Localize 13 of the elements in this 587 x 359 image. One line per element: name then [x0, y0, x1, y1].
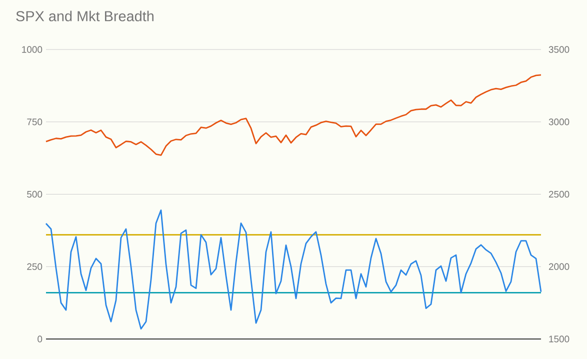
- y2-tick-label: 3000: [548, 118, 570, 126]
- y2-tick-label: 1500: [549, 336, 570, 342]
- line-series: [45, 74, 542, 156]
- chart-title: SPX and Mkt Breadth: [16, 10, 154, 22]
- y2-tick-label: 2500: [548, 190, 570, 198]
- y-tick-label: 250: [27, 263, 42, 270]
- y-tick-label: 0: [38, 336, 42, 342]
- y2-tick-label: 2000: [548, 263, 570, 270]
- y-tick-label: 750: [27, 118, 42, 126]
- line-series: [45, 209, 542, 330]
- y2-tick-label: 3500: [548, 46, 570, 53]
- y-tick-label: 500: [27, 190, 42, 198]
- y-tick-label: 1000: [22, 46, 42, 53]
